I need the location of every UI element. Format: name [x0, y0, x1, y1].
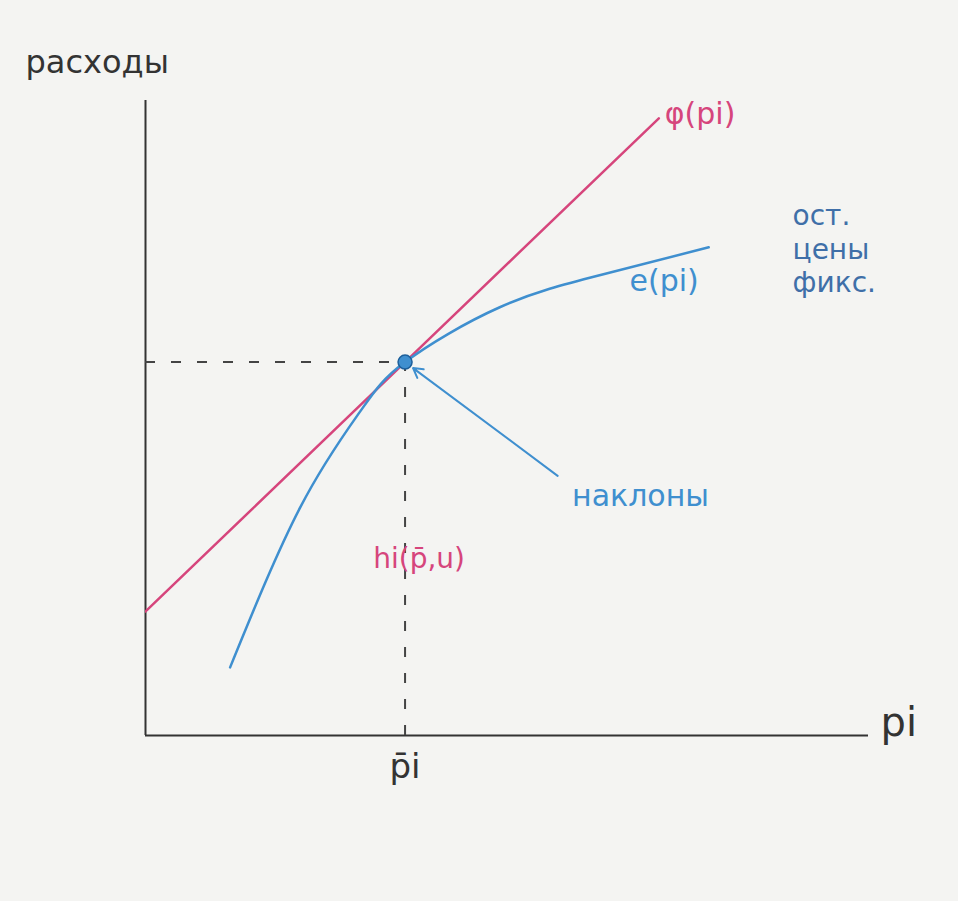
- svg-text:ост.ценыфикс.: ост.ценыфикс.: [793, 199, 876, 299]
- svg-text:p̄i: p̄i: [390, 746, 421, 786]
- svg-text:φ(pi): φ(pi): [665, 96, 736, 131]
- svg-text:e(pi): e(pi): [629, 263, 698, 298]
- svg-text:hi(p̄,u): hi(p̄,u): [373, 542, 465, 575]
- svg-text:pi: pi: [881, 699, 918, 745]
- svg-text:расходы: расходы: [26, 43, 169, 81]
- svg-text:наклоны: наклоны: [572, 478, 709, 513]
